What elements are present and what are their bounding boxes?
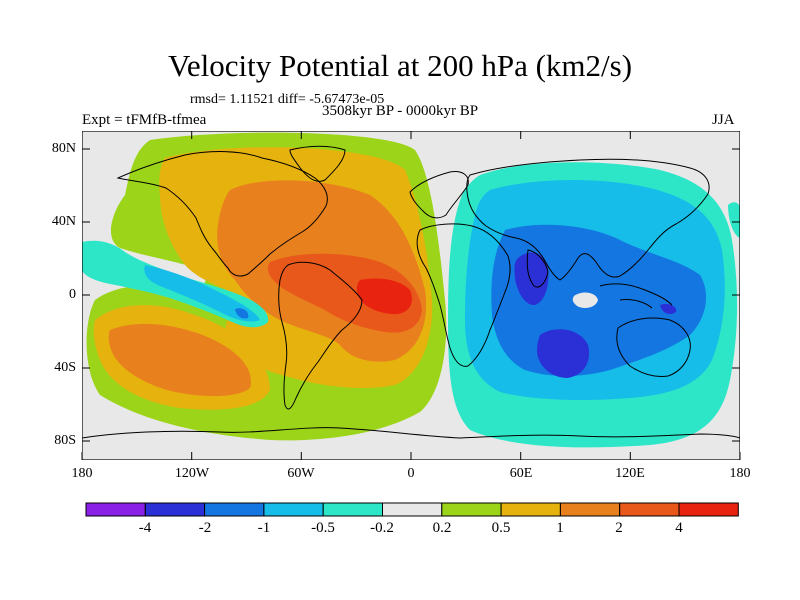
lon-tick-label: 120W <box>174 466 210 481</box>
coastline-antarctica <box>82 427 740 439</box>
coastline-europe <box>409 171 469 219</box>
colorbar-swatch <box>382 502 443 517</box>
lon-tick-label: 180 <box>71 466 93 481</box>
colorbar-swatch <box>619 502 680 517</box>
coastline-south-america <box>278 261 363 410</box>
coastline-australia <box>616 317 691 377</box>
plot-area <box>82 131 740 460</box>
colorbar-label: 4 <box>675 520 683 536</box>
coastline-asia <box>466 158 710 281</box>
coastline-india <box>526 249 549 288</box>
contour-0.2-negative-east-edge <box>728 202 740 238</box>
colorbar-label: -0.5 <box>311 520 335 536</box>
coastlines <box>82 145 740 439</box>
colorbar-label: 0.2 <box>432 520 452 536</box>
lon-tick-label: 60E <box>509 466 533 481</box>
lat-tick-label: 80N <box>51 141 76 156</box>
lon-tick-label: 180 <box>729 466 751 481</box>
contour-1-positive <box>108 180 427 397</box>
colorbar-label: -1 <box>257 520 271 536</box>
lat-tick-label: 80S <box>54 433 76 448</box>
coastline-indonesia <box>599 283 673 309</box>
contour-4-positive <box>356 278 412 315</box>
map-title: Velocity Potential at 200 hPa (km2/s) <box>167 48 633 83</box>
negative-contours <box>448 162 740 448</box>
season-label: JJA <box>712 112 735 128</box>
colorbar-swatch <box>263 502 324 517</box>
colorbar-label: -2 <box>198 520 212 536</box>
colorbar-swatch <box>559 502 621 517</box>
colorbar-swatch <box>204 502 265 517</box>
axis-ticks <box>81 131 741 460</box>
colorbar-swatch <box>85 502 146 517</box>
colorbar-swatch <box>678 502 739 517</box>
colorbar-label: -4 <box>138 520 152 536</box>
zero-pocket <box>572 292 598 308</box>
lon-tick-label: 120E <box>615 466 645 481</box>
stats-line: rmsd= 1.11521 diff= -5.67473e-05 <box>190 92 385 107</box>
colorbar-swatch <box>441 502 502 517</box>
contour-2-positive <box>267 253 422 333</box>
colorbar-label: -0.2 <box>370 520 394 536</box>
colorbar-label: 1 <box>556 520 564 536</box>
contour-2-negative <box>514 252 677 378</box>
lat-tick-label: 40S <box>54 360 76 375</box>
coastline-north-america <box>116 151 328 277</box>
lat-tick-label: 40N <box>51 214 76 229</box>
colorbar-swatch <box>322 502 384 517</box>
experiment-label: Expt = tFMfB-tfmea <box>82 112 207 128</box>
colorbar <box>85 502 739 517</box>
colorbar-swatch <box>500 502 561 517</box>
lon-tick-label: 0 <box>407 466 415 481</box>
band-0.5 <box>144 265 260 322</box>
period-label: 3508kyr BP - 0000kyr BP <box>322 103 479 119</box>
coastline-greenland <box>289 145 346 182</box>
coastline-africa <box>416 223 511 367</box>
pacific-negative-band <box>82 240 269 328</box>
positive-contours <box>86 132 447 441</box>
colorbar-swatch <box>144 502 206 517</box>
band-1 <box>235 308 249 319</box>
lat-tick-label: 0 <box>69 287 76 302</box>
colorbar-label: 0.5 <box>491 520 511 536</box>
colorbar-label: 2 <box>615 520 623 536</box>
lon-tick-label: 60W <box>287 466 315 481</box>
